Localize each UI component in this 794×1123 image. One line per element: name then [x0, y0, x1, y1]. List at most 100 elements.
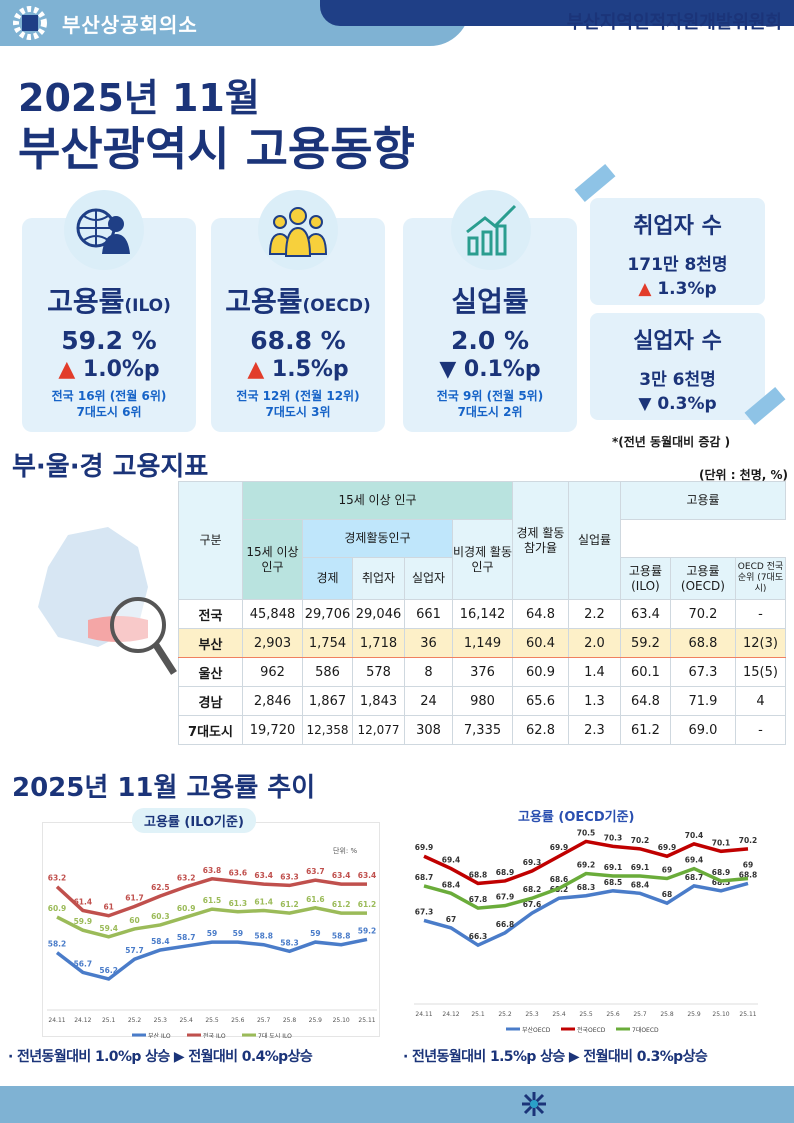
data-label: 61.6: [306, 895, 325, 904]
data-label: 59.2: [358, 926, 377, 935]
table-cell: 59.2: [620, 628, 671, 658]
table-cell: 1,754: [302, 628, 353, 658]
data-label: 69: [743, 860, 753, 869]
unit-label: (단위 : 천명, %): [698, 468, 788, 482]
table-cell: 16,142: [452, 599, 513, 629]
series-line-0: [423, 881, 749, 948]
data-label: 59: [207, 929, 217, 938]
card-change: 1.0%p: [82, 357, 160, 382]
x-tick-label: 25.4: [552, 1011, 566, 1018]
series-line-1: [55, 877, 367, 918]
table-cell: 64.8: [512, 599, 569, 629]
data-label: 58.8: [332, 932, 351, 941]
comparison-note: *(전년 동월대비 증감 ): [612, 435, 731, 449]
x-tick-label: 25.4: [179, 1017, 193, 1024]
series-line-1: [423, 839, 749, 886]
x-tick-label: 25.2: [128, 1017, 142, 1024]
data-label: 63.3: [280, 872, 299, 881]
x-tick-label: 24.12: [74, 1017, 91, 1024]
data-label: 69.1: [604, 863, 623, 872]
col-unemp-rate: 실업률: [568, 481, 621, 600]
x-tick-label: 24.11: [48, 1017, 65, 1024]
x-tick-label: 25.5: [579, 1011, 593, 1018]
data-label: 68.2: [523, 885, 542, 894]
card-name: 고용률: [47, 285, 125, 318]
data-label: 60: [129, 916, 139, 925]
data-label: 56.7: [74, 959, 93, 968]
card-name-sub: (ILO): [124, 296, 171, 316]
data-label: 58.3: [280, 938, 299, 947]
legend-label: 7대 도시 ILO: [258, 1032, 292, 1038]
table-cell: 376: [452, 657, 513, 687]
korea-map-magnifier-icon: [38, 527, 177, 675]
box-value: 3만 6천명: [639, 370, 716, 390]
table-cell: 29,706: [302, 599, 353, 629]
table-row: 경남 2,846 1,867 1,843 24 980 65.6 1.3 64.8 71.9 4: [178, 686, 786, 716]
col-emp-oecd: 고용률 (OECD): [669, 557, 737, 600]
org-name: 부산상공회의소: [62, 13, 198, 37]
x-tick-label: 25.1: [102, 1017, 116, 1024]
data-label: 70.2: [631, 836, 650, 845]
employed-count-box: 취업자 수 171만 8천명 ▲ 1.3%p: [590, 198, 765, 305]
table-cell: 24: [404, 686, 453, 716]
x-tick-label: 25.7: [633, 1011, 647, 1018]
table-cell: 8: [404, 657, 453, 687]
data-label: 61.5: [203, 896, 222, 905]
data-label: 56.2: [99, 966, 118, 975]
card-rank-national: 전국 12위 (전월 12위): [236, 389, 360, 403]
x-tick-label: 25.9: [309, 1017, 323, 1024]
table-row: 전국 45,848 29,706 29,046 661 16,142 64.8 2.2 63.4…: [178, 599, 786, 629]
data-label: 60.9: [177, 904, 196, 913]
legend-label: 7대OECD: [632, 1026, 659, 1034]
box-change: 0.3%p: [657, 394, 717, 414]
table-cell: 36: [404, 628, 453, 658]
table-row: 7대도시 19,720 12,358 12,077 308 7,335 62.8 2.3 61.…: [178, 715, 786, 745]
card-value: 2.0 %: [450, 326, 530, 355]
col-pop15-total: 15세 이상인구: [242, 519, 303, 600]
box-change: 1.3%p: [657, 279, 717, 299]
table-cell: 62.8: [512, 715, 569, 745]
table-cell: 64.8: [620, 686, 671, 716]
table-cell: 12(3): [735, 628, 786, 658]
legend-label: 부산 ILO: [148, 1032, 171, 1038]
table-cell: 2,846: [242, 686, 303, 716]
table-cell: -: [735, 715, 786, 745]
data-label: 67.9: [496, 893, 515, 902]
x-tick-label: 25.6: [606, 1011, 620, 1018]
table-cell: 586: [302, 657, 353, 687]
data-label: 69.2: [577, 861, 596, 870]
data-label: 68.6: [550, 875, 569, 884]
table-cell: 60.1: [620, 657, 671, 687]
data-label: 58.2: [48, 940, 67, 949]
chart-ilo-title: 고용률 (ILO기준): [132, 808, 256, 833]
data-label: 63.6: [229, 868, 248, 877]
row-label: 경남: [178, 686, 243, 716]
data-label: 69.3: [523, 858, 542, 867]
data-label: 61.7: [125, 894, 144, 903]
x-tick-label: 25.5: [205, 1017, 219, 1024]
data-label: 66.3: [469, 932, 488, 941]
down-arrow-icon: ▼: [439, 357, 457, 382]
table-cell: 1,149: [452, 628, 513, 658]
data-label: 68.9: [496, 868, 515, 877]
table-cell: 60.9: [512, 657, 569, 687]
x-tick-label: 25.1: [471, 1011, 485, 1018]
data-label: 61.4: [74, 897, 93, 906]
data-label: 68.5: [604, 878, 623, 887]
x-tick-label: 25.8: [660, 1011, 674, 1018]
card-name: 실업률: [451, 285, 529, 318]
box-title: 실업자 수: [633, 329, 722, 354]
series-line-2: [56, 906, 367, 939]
data-label: 70.4: [685, 831, 704, 840]
caption-ilo: · 전년동월대비 1.0%p 상승 ▶ 전월대비 0.4%p상승: [8, 1049, 313, 1065]
data-label: 59: [233, 929, 243, 938]
data-label: 67.8: [469, 895, 488, 904]
data-label: 63.8: [203, 866, 222, 875]
table-cell: 12,358: [302, 715, 353, 745]
x-tick-label: 25.11: [739, 1011, 756, 1018]
table-cell: 63.4: [620, 599, 671, 629]
table-cell: 2.2: [568, 599, 621, 629]
hrd-logo-icon: [522, 1092, 546, 1116]
data-label: 63.7: [306, 867, 325, 876]
table-cell: 4: [735, 686, 786, 716]
